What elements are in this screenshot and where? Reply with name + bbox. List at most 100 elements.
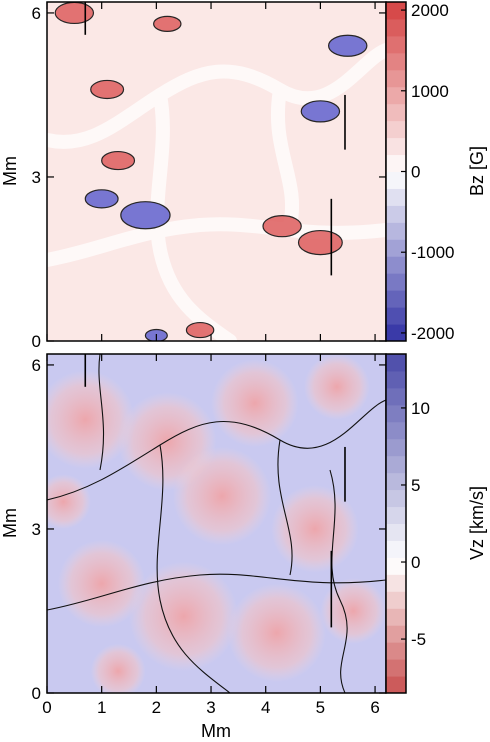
bz-colorbar-band	[386, 324, 406, 342]
bz-flux-patch-positive	[54, 2, 95, 25]
vz-granule	[320, 578, 386, 644]
vz-x-tick-label: 5	[316, 698, 325, 717]
vz-colorbar-tick-label: 0	[411, 553, 420, 572]
bz-plot-background	[47, 2, 386, 341]
vz-markers	[84, 354, 346, 628]
bz-colorbar-ticks: 2000 1000 0 -1000 -2000	[401, 1, 454, 343]
bz-colorbar-band	[386, 69, 406, 88]
vz-colorbar-band	[386, 404, 406, 423]
vz-granule	[172, 446, 272, 546]
vz-colorbar-band	[386, 455, 406, 474]
bz-y-ticks: 0 3 6	[32, 4, 386, 351]
vz-x-tick-label: 0	[42, 698, 51, 717]
vz-colorbar-band	[386, 523, 406, 541]
bz-colorbar-tick-label: -2000	[411, 324, 454, 343]
bz-colorbar-band	[386, 171, 406, 189]
vz-colorbar-tick-label: 10	[411, 399, 430, 418]
bz-x-ticks	[46, 2, 376, 341]
vz-granule	[57, 539, 146, 628]
vz-colorbar-band	[386, 659, 406, 677]
vz-granule	[90, 643, 146, 693]
bz-colorbar-band	[386, 35, 406, 54]
vz-y-tick-label: 6	[32, 356, 41, 375]
bz-colorbar-band	[386, 86, 406, 105]
vz-colorbar-band	[386, 625, 406, 643]
vz-x-tick-label: 2	[152, 698, 161, 717]
bz-colorbar-band	[386, 239, 406, 257]
bz-colorbar-band	[386, 2, 406, 20]
bz-colorbar-band	[386, 222, 406, 240]
bz-colorbar-band	[386, 307, 406, 325]
vz-x-tick-label: 3	[206, 698, 215, 717]
vz-y-axis-label: Mm	[0, 508, 20, 538]
vz-granule	[47, 370, 135, 469]
vz-x-tick-label: 6	[370, 698, 379, 717]
bz-y-axis-label: Mm	[0, 156, 20, 186]
vz-colorbar-label: Vz [km/s]	[467, 486, 487, 560]
vz-colorbar-band	[386, 540, 406, 558]
vz-colorbar-ticks: 10 5 0 -5	[401, 399, 430, 649]
vz-granules	[47, 354, 386, 693]
bz-flux-patch-positive	[297, 229, 343, 256]
bz-markers	[84, 2, 346, 276]
vz-y-ticks: 0 3 6	[32, 356, 386, 703]
vz-colorbar-band	[386, 387, 406, 406]
vz-colorbar-band	[386, 421, 406, 440]
vz-granule	[227, 583, 326, 683]
bz-y-tick-label: 3	[32, 168, 41, 187]
vz-panel: 0 3 6 0 1 2 3 4 5 6 Mm Mm	[0, 353, 387, 741]
bz-colorbar: 2000 1000 0 -1000 -2000 Bz [G]	[385, 1, 487, 343]
bz-panel: 0 3 6 Mm	[0, 1, 387, 351]
vz-colorbar-band	[386, 676, 406, 694]
bz-colorbar-label: Bz [G]	[467, 146, 487, 196]
vz-colorbar-band	[386, 438, 406, 457]
bz-y-tick-label: 0	[32, 332, 41, 351]
bz-colorbar-band	[386, 188, 406, 206]
bz-colorbar-bands	[386, 2, 406, 342]
vz-granule	[129, 561, 239, 672]
vz-x-ticks: 0 1 2 3 4 5 6	[42, 354, 380, 717]
bz-flux-patch-negative	[84, 189, 119, 209]
bz-flux-patch-positive	[101, 150, 136, 171]
vz-x-axis-label: Mm	[201, 721, 231, 741]
vz-granule	[211, 359, 299, 447]
bz-colorbar-band	[386, 137, 406, 156]
vz-colorbar-band	[386, 574, 406, 592]
bz-flux-patch-negative	[120, 201, 171, 230]
vz-colorbar-band	[386, 608, 406, 626]
bz-flux-patch-positive	[153, 15, 182, 32]
bz-colorbar-band	[386, 290, 406, 308]
bz-colorbar-band	[386, 256, 406, 274]
bz-colorbar-tick-label: 0	[411, 163, 420, 182]
vz-colorbar-frame	[385, 353, 407, 694]
bz-colorbar-tick-label: 2000	[411, 1, 449, 20]
bz-colorbar-band	[386, 120, 406, 139]
vz-x-tick-label: 4	[261, 698, 270, 717]
bz-flux-patch-positive	[262, 215, 302, 238]
vz-colorbar-band	[386, 489, 406, 508]
bz-y-tick-label: 6	[32, 4, 41, 23]
bz-colorbar-tick-label: 1000	[411, 82, 449, 101]
vz-colorbar-band	[386, 472, 406, 491]
bz-flux-patch-positive	[185, 321, 215, 339]
bz-colorbar-band	[386, 205, 406, 223]
vz-colorbar-band	[386, 557, 406, 575]
vz-colorbar: 10 5 0 -5 Vz [km/s]	[385, 353, 487, 694]
vz-colorbar-band	[386, 354, 406, 372]
vz-y-tick-label: 0	[32, 684, 41, 703]
bz-colorbar-band	[386, 103, 406, 122]
bz-colorbar-band	[386, 273, 406, 291]
vz-granule	[303, 354, 370, 420]
bz-flux-patch-positive	[90, 79, 125, 100]
vz-granule	[47, 474, 91, 529]
vz-y-tick-label: 3	[32, 520, 41, 539]
vz-colorbar-bands	[386, 354, 406, 694]
vz-colorbar-band	[386, 642, 406, 660]
bz-colorbar-band	[386, 18, 406, 37]
bz-flux-patch-negative	[300, 100, 341, 123]
bz-colorbar-band	[386, 154, 406, 172]
bz-colorbar-tick-label: -1000	[411, 243, 454, 262]
vz-granule	[271, 485, 359, 573]
vz-colorbar-tick-label: 5	[411, 476, 420, 495]
